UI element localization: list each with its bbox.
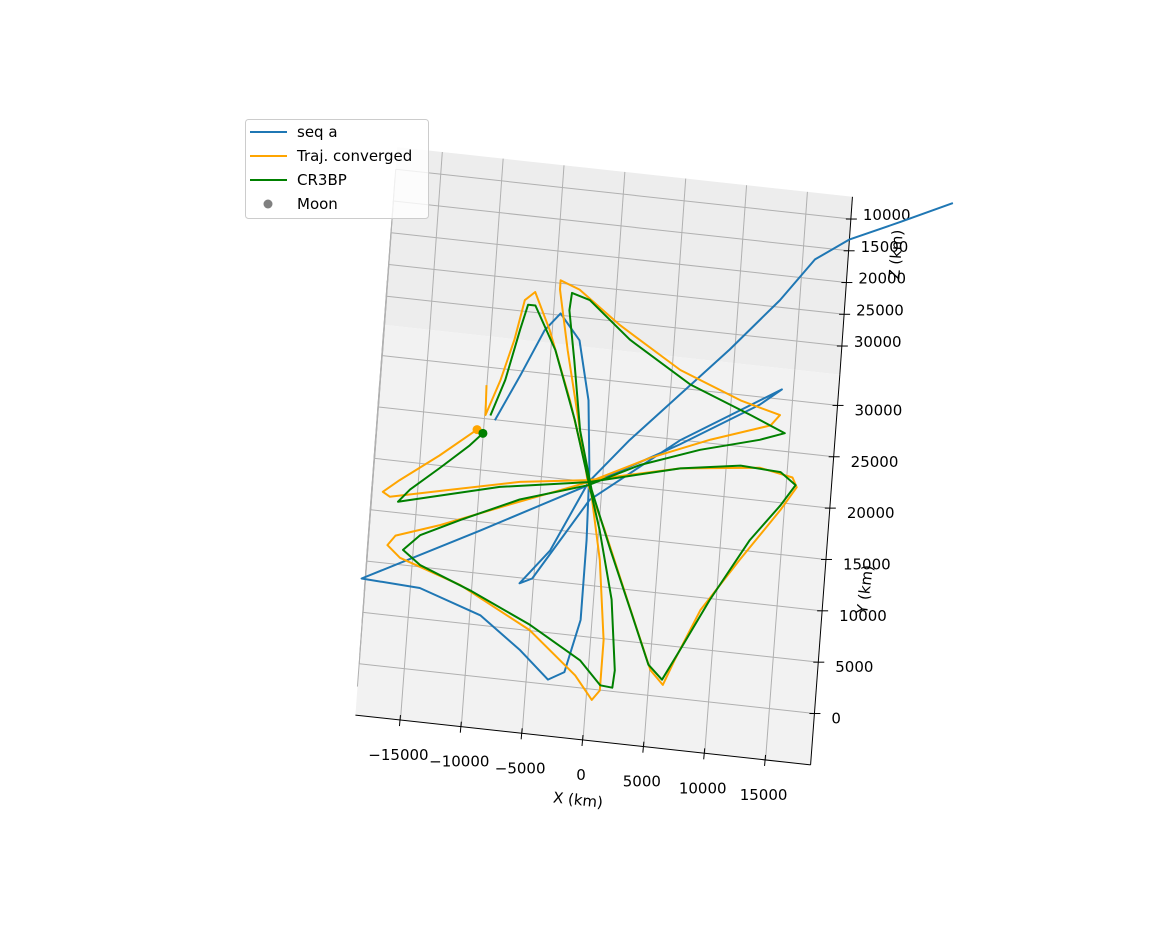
- grid-line: [366, 560, 823, 612]
- z-tick-label: 15000: [861, 238, 909, 256]
- x-tick-label: −5000: [495, 759, 546, 777]
- z-axis-label: Z (km): [885, 229, 906, 280]
- grid-line: [550, 165, 565, 344]
- x-tick: [398, 715, 401, 727]
- y-tick-label: 20000: [847, 504, 895, 522]
- legend-label: seq a: [297, 123, 338, 141]
- x-axis-label: X (km): [552, 788, 604, 811]
- grid-line: [388, 264, 845, 315]
- grid-line: [382, 355, 838, 406]
- z-tick-label: 10000: [863, 206, 911, 224]
- legend-label: CR3BP: [297, 171, 347, 189]
- grid-line: [378, 406, 834, 458]
- z-tick-label: 25000: [856, 301, 904, 319]
- x-tick-label: −15000: [368, 746, 428, 764]
- grid-line: [363, 611, 819, 663]
- axes: −15000 −10000 −5000 0 5000 10000 15000 0 5000 100…: [355, 196, 911, 804]
- grid-line: [704, 363, 735, 754]
- grid-line: [370, 509, 827, 560]
- legend-frame: [245, 119, 429, 219]
- legend-marker: [263, 199, 273, 209]
- grid-line: [429, 151, 443, 330]
- grid: [356, 151, 851, 760]
- x-tick: [459, 721, 462, 733]
- x-tick-label: −10000: [429, 753, 489, 771]
- grid-line: [521, 343, 552, 734]
- y-tick-label: 15000: [843, 555, 891, 573]
- x-tick: [642, 741, 645, 753]
- grid-line: [391, 232, 847, 284]
- x-tick-label: 15000: [740, 786, 788, 804]
- x-tick-label: 0: [576, 766, 586, 784]
- z-tick-label: 30000: [854, 333, 902, 351]
- x-tick: [703, 748, 706, 760]
- x-axis-line: [355, 714, 811, 766]
- x-tick: [581, 734, 584, 747]
- grid-line: [374, 457, 830, 509]
- y-tick-label: 5000: [835, 658, 873, 676]
- plot-area: [360, 202, 954, 701]
- z-tick-label: 20000: [858, 270, 906, 288]
- grid-line: [359, 663, 815, 715]
- y-tick-label: 10000: [839, 607, 887, 625]
- x-tick-label: 10000: [679, 779, 727, 797]
- grid-line: [643, 356, 674, 747]
- legend: seq a Traj. converged CR3BP Moon: [245, 119, 429, 219]
- start-marker: [478, 428, 488, 438]
- x-tick: [764, 754, 767, 766]
- x-tick-label: 5000: [623, 773, 661, 791]
- grid-line: [490, 158, 504, 337]
- grid-line: [733, 185, 748, 364]
- grid-line: [765, 369, 796, 760]
- grid-line: [399, 329, 431, 721]
- z-axis-line: [839, 196, 853, 375]
- trajectory-line: [397, 291, 797, 689]
- y-axis-line: [810, 374, 841, 765]
- grid-line: [794, 191, 808, 370]
- grid-line: [672, 178, 687, 357]
- y-axis-label: Y (km): [853, 564, 877, 616]
- grid-line: [393, 200, 849, 252]
- legend-label: Traj. converged: [296, 147, 412, 165]
- grid-line: [356, 296, 388, 687]
- x-tick: [520, 728, 523, 740]
- legend-label: Moon: [297, 195, 338, 213]
- y-tick-label: 25000: [851, 453, 899, 471]
- grid-line: [395, 168, 851, 220]
- y-tick-label: 0: [831, 710, 841, 728]
- y-tick-label: 30000: [855, 401, 903, 419]
